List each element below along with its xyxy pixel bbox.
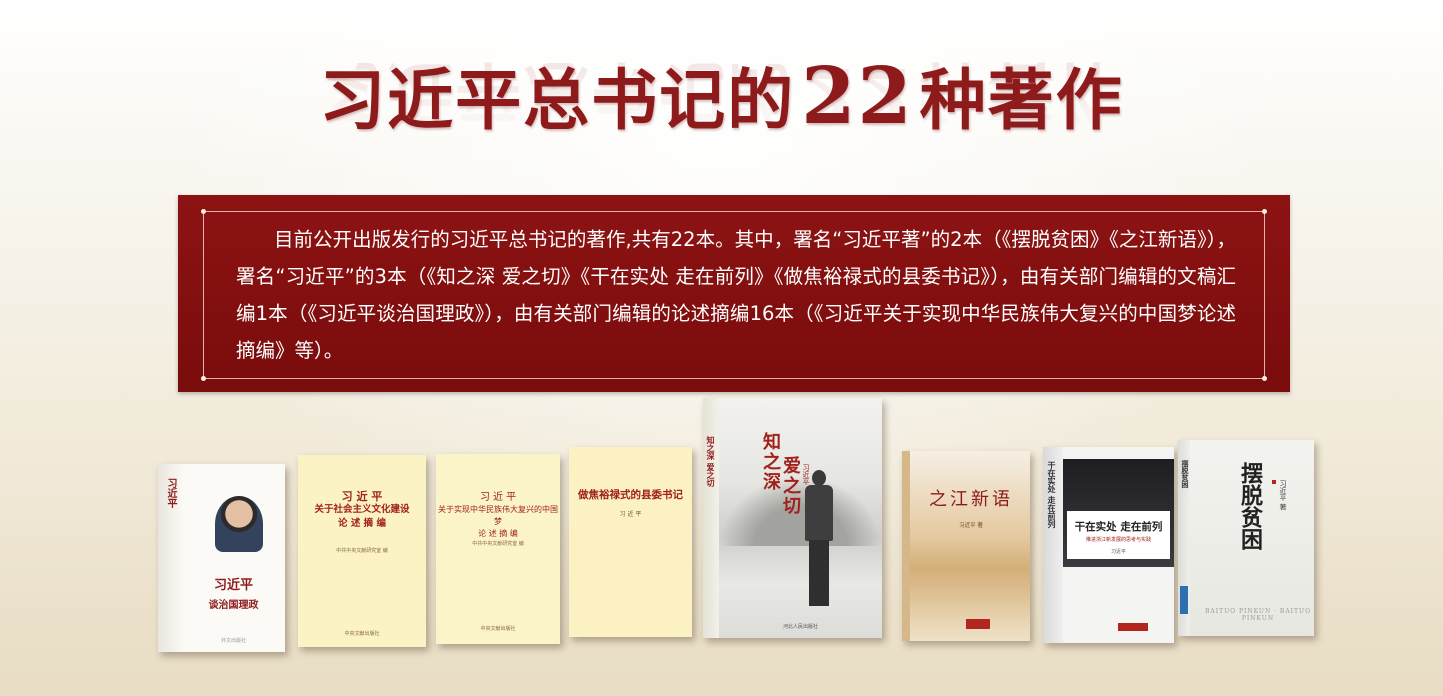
book-spine [902, 451, 910, 641]
frame-corner-dot [201, 209, 206, 214]
book-title-line1: 关于社会主义文化建设 [314, 504, 410, 515]
book-governance[interactable]: 习近平 习近平 谈治国理政 外文出版社 [158, 464, 285, 652]
author-portrait [215, 496, 263, 552]
title-reflection-suffix: 种著作 [919, 53, 1124, 131]
book-spine-text: 摆脱贫困 [1181, 460, 1190, 488]
book-spine-text: 知之深 爱之切 [706, 436, 716, 487]
book-publisher: 河北人民出版社 [782, 624, 818, 630]
book-publisher: 外文出版社 [220, 638, 246, 644]
page-title-area: 习近平总书记的22种著作 习近平总书记的22种著作 [0, 50, 1443, 170]
book-cover: 摆脱贫困 习近平 著 BAITUO PINKUN · BAITUO PINKUN [1190, 440, 1314, 636]
book-title-line2: 论 述 摘 编 [338, 518, 386, 529]
book-title: 关于实现中华民族伟大复兴的中国梦论 述 摘 编 [436, 504, 560, 540]
title-suffix: 种著作 [919, 61, 1124, 139]
book-ganzaishichu[interactable]: 干在实处 走在前列 干在实处 走在前列 推进浙江新发展的思考与实践 习近平 [1043, 447, 1174, 643]
figure-head [812, 470, 826, 486]
book-cover: 习近平 谈治国理政 外文出版社 [182, 464, 285, 652]
publisher-logo [1118, 623, 1148, 631]
book-subtitle: 推进浙江新发展的思考与实践 [1085, 537, 1151, 543]
figure-body [805, 485, 833, 541]
book-spine: 知之深 爱之切 [703, 398, 719, 638]
book-county-secretary[interactable]: 做焦裕禄式的县委书记 习 近 平 [569, 447, 692, 637]
intro-panel-frame [201, 209, 1267, 381]
book-spine: 习近平 [158, 464, 182, 652]
frame-corner-dot [1262, 376, 1267, 381]
book-author: 习 近 平 [619, 511, 642, 518]
book-publisher: 中央文献出版社 [344, 631, 380, 637]
intro-text: 目前公开出版发行的习近平总书记的著作,共有22本。其中，署名“习近平著”的2本（… [236, 228, 1236, 362]
title-prefix: 习近平总书记的 [319, 61, 796, 139]
book-title-line1: 知之深 [760, 432, 781, 492]
book-footer-text: BAITUO PINKUN · BAITUO PINKUN [1204, 608, 1312, 622]
book-spine: 干在实处 走在前列 [1043, 447, 1063, 643]
book-author: 习 近 平 [479, 492, 517, 503]
book-chinese-dream[interactable]: 习 近 平 关于实现中华民族伟大复兴的中国梦论 述 摘 编 中共中央文献研究室 … [436, 454, 560, 644]
book-spine: 摆脱贫困 [1178, 440, 1190, 636]
book-author: 习 近 平 [341, 490, 383, 503]
page-title-reflection: 习近平总书记的22种著作 [0, 47, 1443, 141]
book-title: 谈治国理政 [208, 600, 259, 611]
book-author: 习近平 著 [1279, 480, 1287, 511]
book-author: 习近平 [213, 578, 253, 593]
title-number: 22 [801, 51, 914, 142]
publisher-logo [966, 619, 990, 629]
cover-title-box [1067, 511, 1170, 559]
cover-figure [802, 470, 836, 610]
frame-corner-dot [1262, 209, 1267, 214]
book-title-line2: 爱之切 [780, 456, 801, 516]
book-editor: 中共中央文献研究室 编 [472, 541, 524, 547]
book-author: 习近平 著 [959, 523, 983, 529]
book-baituopinkun[interactable]: 摆脱贫困 摆脱贫困 习近平 著 BAITUO PINKUN · BAITUO P… [1178, 440, 1314, 636]
book-zhijiang[interactable]: 之江新语 习近平 著 [902, 451, 1030, 641]
book-title: 之江新语 [929, 489, 1013, 510]
publisher-mark [1180, 586, 1188, 614]
book-spine-text: 习近平 [165, 478, 176, 508]
book-editor: 中共中央文献研究室 编 [336, 548, 388, 554]
book-cover [910, 451, 1030, 641]
page-title: 习近平总书记的22种著作 [0, 52, 1443, 145]
title-reflection-number: 22 [801, 50, 914, 141]
book-title: 做焦裕禄式的县委书记 [578, 489, 683, 501]
seal-mark [1272, 480, 1276, 484]
cover-landscape [719, 476, 882, 546]
book-author: 习近平 [1110, 549, 1126, 555]
frame-corner-dot [201, 376, 206, 381]
book-zhizhishen[interactable]: 知之深 爱之切 知之深 爱之切 习近平 河北人民出版社 [703, 398, 882, 638]
book-culture[interactable]: 习 近 平 关于社会主义文化建设论 述 摘 编 中共中央文献研究室 编 中央文献… [298, 455, 426, 647]
book-title: 干在实处 走在前列 [1074, 521, 1163, 533]
book-title: 关于社会主义文化建设论 述 摘 编 [298, 503, 426, 531]
figure-legs [809, 540, 829, 606]
book-spine-text: 干在实处 走在前列 [1047, 461, 1057, 528]
intro-panel: 目前公开出版发行的习近平总书记的著作,共有22本。其中，署名“习近平著”的2本（… [178, 195, 1290, 392]
book-title-line2: 论 述 摘 编 [478, 529, 518, 538]
book-cover: 知之深 爱之切 习近平 [719, 398, 882, 638]
title-reflection-prefix: 习近平总书记的 [319, 53, 796, 131]
book-title-line1: 关于实现中华民族伟大复兴的中国梦 [438, 505, 558, 526]
book-title: 摆脱贫困 [1237, 462, 1263, 550]
book-author: 习近平 [802, 464, 810, 485]
book-publisher: 中央文献出版社 [480, 626, 516, 632]
